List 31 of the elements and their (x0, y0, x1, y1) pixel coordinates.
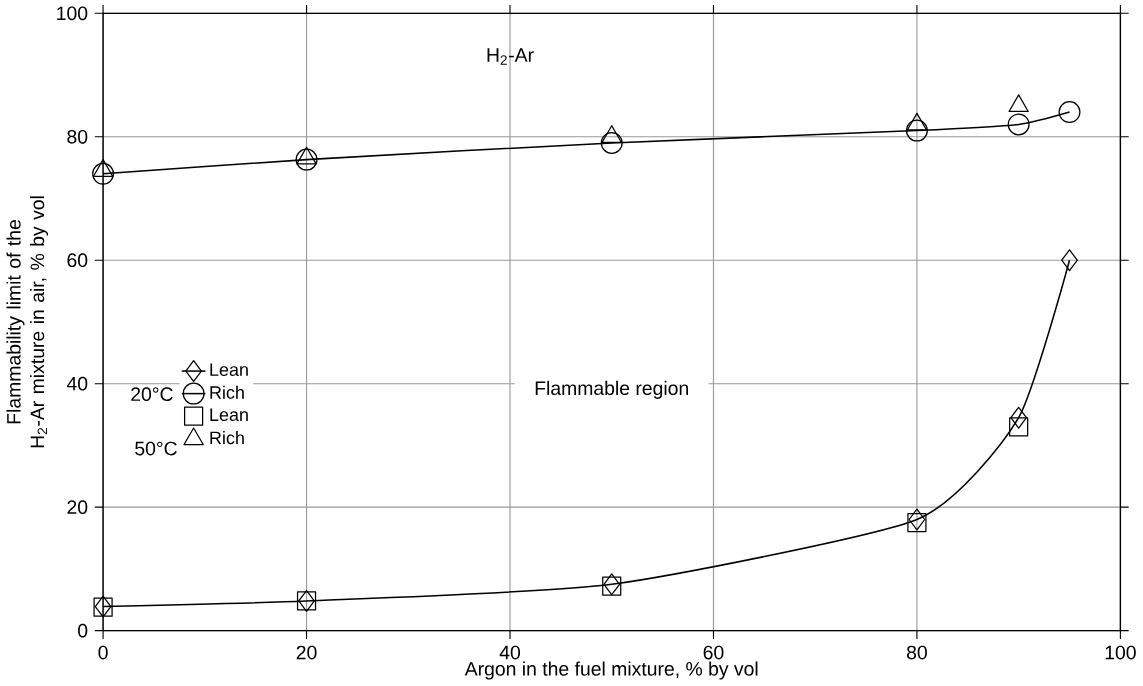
x-tick-label: 100 (1105, 645, 1136, 660)
x-tick-label: 0 (98, 645, 108, 660)
point (295, 148, 318, 171)
x-tick-label: 20 (296, 645, 317, 660)
point (905, 119, 928, 142)
x-tick-label: 40 (499, 645, 521, 660)
point (1010, 406, 1028, 429)
y-tick-label: 0 (78, 623, 88, 638)
point (1007, 113, 1030, 136)
point (1061, 249, 1078, 272)
annotation: H$_{2}$-Ar (487, 48, 534, 65)
legend-label: Rich (210, 431, 244, 445)
x-tick-label: 80 (907, 645, 927, 660)
x-tick-label: 60 (703, 645, 724, 660)
point (1058, 101, 1081, 124)
y-axis-title: Flammability limit of the H$_{2}$-Ar mixture in air, % by vol (6, 196, 49, 448)
y-tick-label: 60 (67, 253, 88, 268)
y-tick-label: 80 (67, 129, 88, 144)
y-tick-label: 20 (67, 500, 88, 515)
point (92, 162, 115, 185)
legend-label: Lean (210, 363, 248, 376)
x-axis-title: Argon in the fuel mixture, % by vol (464, 661, 758, 680)
annotation: 50°C (135, 441, 177, 456)
legend-label: Lean (210, 408, 248, 422)
y-tick-label: 40 (66, 376, 88, 391)
point (1009, 417, 1029, 437)
y-tick-label: 100 (57, 6, 88, 21)
annotation: Flammable region (535, 380, 688, 399)
annotation: 20°C (131, 387, 173, 402)
point (600, 131, 623, 154)
legend-label: Rich (210, 385, 244, 399)
